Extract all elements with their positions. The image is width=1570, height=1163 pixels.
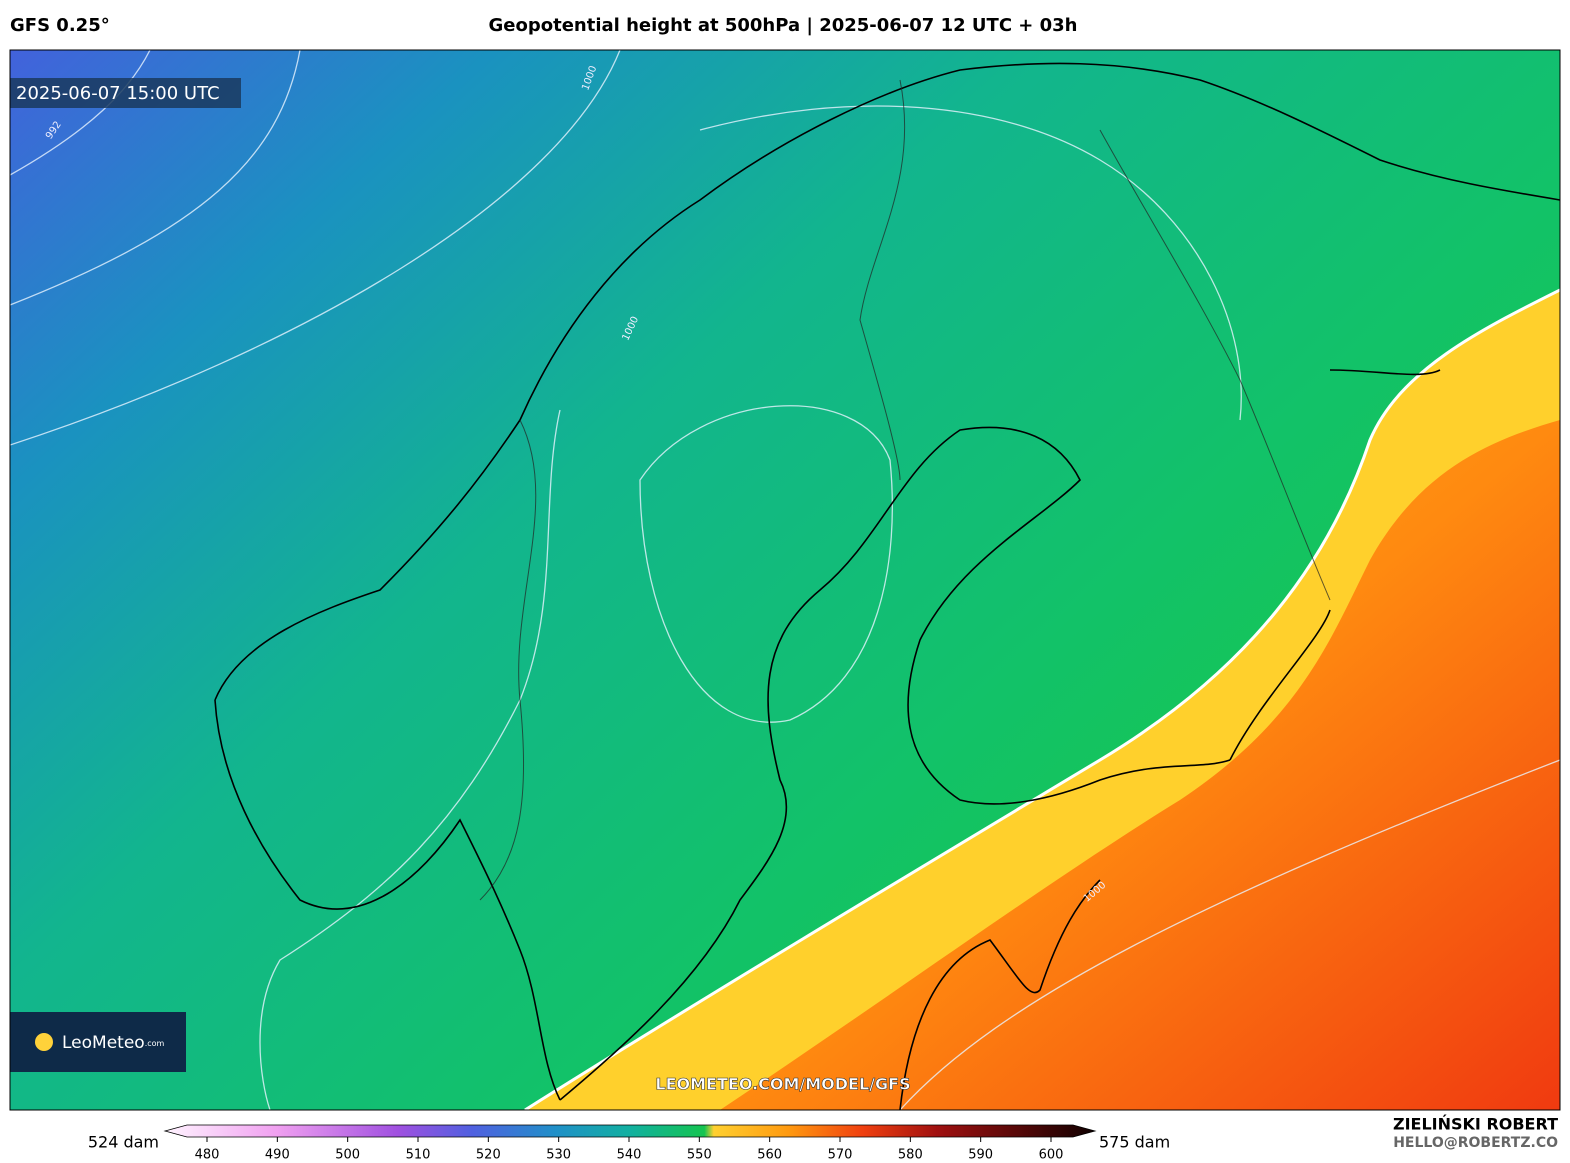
colorbar-tick-label: 510: [406, 1148, 431, 1163]
logo-sun: [35, 1033, 53, 1051]
colorbar-tick-label: 550: [687, 1148, 712, 1163]
colorbar-tick-label: 490: [265, 1148, 290, 1163]
colorbar-tick-label: 520: [476, 1148, 501, 1163]
colorbar-tick-label: 570: [828, 1148, 853, 1163]
colorbar-tick-label: 580: [898, 1148, 923, 1163]
author: ZIELIŃSKI ROBERT: [1393, 1115, 1558, 1134]
email: HELLO@ROBERTZ.CO: [1393, 1135, 1558, 1151]
colorbar-tick-label: 560: [757, 1148, 782, 1163]
coastlines: [214, 62, 1560, 1110]
colorbar-ticks: 480 490 500 510 520 530 540 550 560 570 580 590 600: [195, 1137, 1064, 1163]
logo-name: LeoMeteo: [62, 1033, 145, 1053]
colorbar-tick-label: 500: [335, 1148, 360, 1163]
colorbar-tick-label: 540: [617, 1148, 642, 1163]
valid-time-box: [10, 78, 241, 108]
watermark: LEOMETEO.COM/MODEL/GFS: [655, 1075, 910, 1094]
colorbar-tick-label: 480: [195, 1148, 220, 1163]
borders: [479, 79, 1331, 901]
map-frame: [9, 49, 1561, 1111]
colorbar-tick-label: 590: [968, 1148, 993, 1163]
colorbar-tick-label: 530: [546, 1148, 571, 1163]
map: 1000 992 1000 1000 2025-06-07 15:00 UTC …: [10, 50, 1560, 1110]
field-orange: [720, 420, 1560, 1110]
colorbar: [163, 1124, 1097, 1138]
colorbar-max-label: 575 dam: [1099, 1133, 1170, 1152]
valid-time: 2025-06-07 15:00 UTC: [16, 83, 220, 104]
contours: [10, 50, 1560, 1110]
map-title: Geopotential height at 500hPa | 2025-06-…: [488, 15, 1077, 36]
logo-text: LeoMeteo.com: [62, 1033, 165, 1053]
logo-suffix: .com: [145, 1039, 165, 1048]
model-name: GFS 0.25°: [10, 15, 110, 36]
colorbar-min-label: 524 dam: [88, 1133, 159, 1152]
contour-thick: [524, 288, 1560, 1110]
colorbar-tick-label: 600: [1039, 1148, 1064, 1163]
